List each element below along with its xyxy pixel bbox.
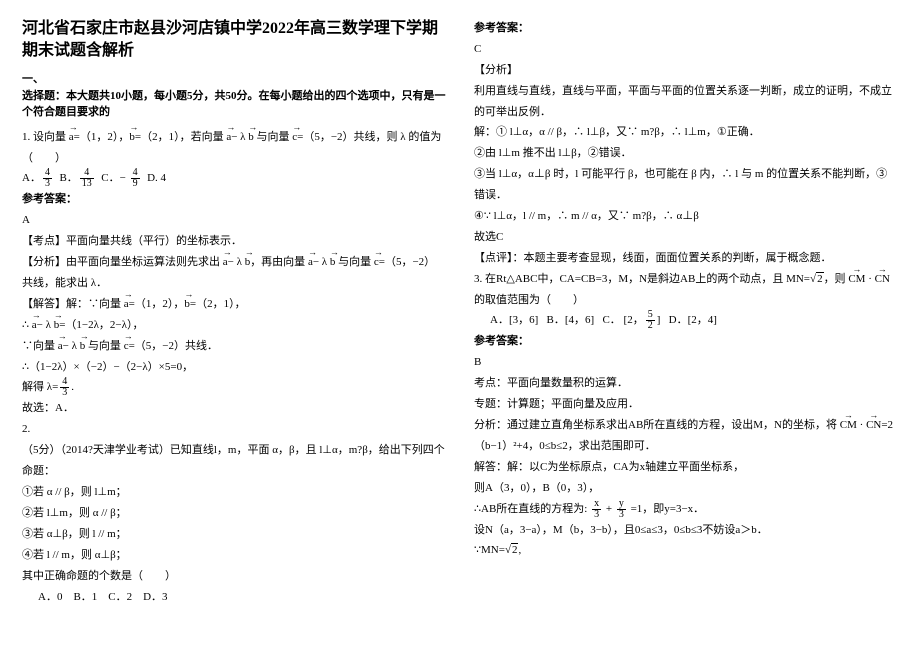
q1-optD: D. 4 <box>147 173 166 185</box>
answer-label-1: 参考答案： <box>22 189 446 210</box>
q2-c4: ④若 l // m，则 α⊥β； <box>22 545 446 566</box>
q2-s5: 故选C <box>474 227 898 248</box>
sec1-text: 选择题：本大题共10小题，每小题5分，共50分。在每小题给出的四个选项中，只有是… <box>22 90 446 119</box>
q1-options: A．43 B．413 C．− 49 D. 4 <box>22 168 446 189</box>
q3-fx: 分析：通过建立直角坐标系求出AB所在直线的方程，设出M，N的坐标，将 CM · … <box>474 415 898 457</box>
answer-label-2: 参考答案： <box>474 18 898 39</box>
q3-D: D．[2，4] <box>669 315 717 327</box>
q3-answer: B <box>474 352 898 373</box>
q2-s3: ③当 l⊥α，α⊥β 时，l 可能平行 β，也可能在 β 内，∴ l 与 m 的… <box>474 164 898 206</box>
q2-c2: ②若 l⊥m，则 α // β； <box>22 503 446 524</box>
q3-B: B．[4，6] <box>547 315 595 327</box>
q2-fx-text: 利用直线与直线，直线与平面，平面与平面的位置关系逐一判断，成立的证明，不成立的可… <box>474 81 898 123</box>
q3-kd: 考点：平面向量数量积的运算． <box>474 373 898 394</box>
q2-s1: 解：① l⊥α，α // β，∴ l⊥β，又∵ m?β，∴ l⊥m，①正确． <box>474 122 898 143</box>
q3-jd-d: 设N（a，3−a），M（b，3−b），且0≤a≤3，0≤b≤3不妨设a＞b． <box>474 520 898 541</box>
q1-fenxi: 【分析】由平面向量坐标运算法则先求出 a− λ b，再由向量 a− λ b 与向… <box>22 252 446 294</box>
q1-answer: A <box>22 210 446 231</box>
q3-jd-b: 则A（3，0），B（0，3）， <box>474 478 898 499</box>
q2-num: 2. <box>22 419 446 440</box>
q2-stem: （5分）（2014?天津学业考试）已知直线l，m，平面 α，β，且 l⊥α，m?… <box>22 440 446 482</box>
q3-jd-a: 解答：解：以C为坐标原点，CA为x轴建立平面坐标系， <box>474 457 898 478</box>
q1-stem: 1. 设向量 a=（1，2），b=（2，1），若向量 a− λ b 与向量 c=… <box>22 127 446 169</box>
q1-jd3: ∵向量 a− λ b 与向量 c=（5，−2）共线． <box>22 336 446 357</box>
q3-zt: 专题：计算题；平面向量及应用． <box>474 394 898 415</box>
q2-s2: ②由 l⊥m 推不出 l⊥β，②错误． <box>474 143 898 164</box>
q1-jd1: 【解答】解：∵向量 a=（1，2），b=（2，1）， <box>22 294 446 315</box>
q3-jd-c: ∴AB所在直线的方程为: x3 + y3 =1，即y=3−x． <box>474 499 898 520</box>
section-1-heading: 一、 选择题：本大题共10小题，每小题5分，共50分。在每小题给出的四个选项中，… <box>22 71 446 121</box>
right-column: 参考答案： C 【分析】 利用直线与直线，直线与平面，平面与平面的位置关系逐一判… <box>460 18 898 633</box>
q2-dp: 【点评】：本题主要考查显现，线面，面面位置关系的判断，属于概念题． <box>474 248 898 269</box>
left-column: 河北省石家庄市赵县沙河店镇中学2022年高三数学理下学期期末试题含解析 一、 选… <box>22 18 460 633</box>
q2-c1: ①若 α // β，则 l⊥m； <box>22 482 446 503</box>
page: 河北省石家庄市赵县沙河店镇中学2022年高三数学理下学期期末试题含解析 一、 选… <box>0 0 920 651</box>
doc-title: 河北省石家庄市赵县沙河店镇中学2022年高三数学理下学期期末试题含解析 <box>22 18 446 61</box>
q3-jd-e: ∵MN=2, <box>474 540 898 561</box>
q1-jd6: 故选：A． <box>22 398 446 419</box>
q2-ask: 其中正确命题的个数是（ ） <box>22 566 446 587</box>
q3-options: A．[3，6] B．[4，6] C． [2，52] D．[2，4] <box>474 310 898 331</box>
q3-A: A．[3，6] <box>490 315 538 327</box>
sec1-num: 一、 <box>22 73 44 85</box>
q2-fx-label: 【分析】 <box>474 60 898 81</box>
q1-jd5: 解得 λ=43. <box>22 377 446 398</box>
q3-C-label: C． <box>602 315 620 327</box>
q2-options: A．0 B．1 C．2 D．3 <box>22 587 446 608</box>
q2-s4: ④∵ l⊥α，l // m，∴ m // α，又∵ m?β，∴ α⊥β <box>474 206 898 227</box>
q2-c3: ③若 α⊥β，则 l // m； <box>22 524 446 545</box>
q2-answer: C <box>474 39 898 60</box>
answer-label-3: 参考答案： <box>474 331 898 352</box>
q3-stem: 3. 在Rt△ABC中，CA=CB=3，M，N是斜边AB上的两个动点，且 MN=… <box>474 269 898 311</box>
q1-jd4: ∴（1−2λ）×（−2）−（2−λ）×5=0， <box>22 357 446 378</box>
